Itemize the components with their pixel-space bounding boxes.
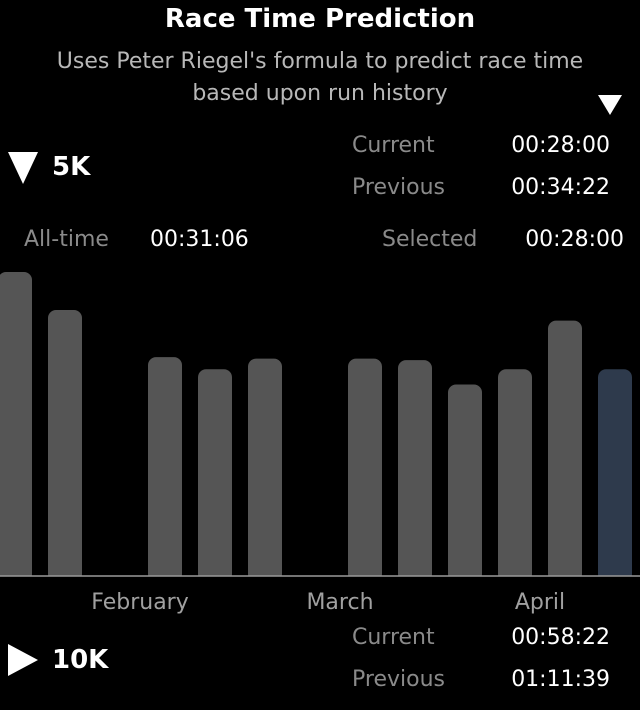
section-5k-toggle-icon[interactable] [8, 152, 38, 184]
chart-bar[interactable] [348, 358, 382, 582]
page-subtitle: Uses Peter Riegel's formula to predict r… [56, 49, 584, 106]
5k-alltime-label: All-time [24, 227, 109, 252]
chart-bar-selected[interactable] [598, 369, 632, 582]
chart-bar[interactable] [198, 369, 232, 582]
chart-bar[interactable] [148, 357, 182, 582]
chart-bar[interactable] [398, 360, 432, 582]
10k-current-value: 00:58:22 [511, 625, 610, 650]
5k-selected-label: Selected [382, 227, 478, 252]
chart-bar[interactable] [48, 310, 82, 582]
chart-bar[interactable] [0, 272, 32, 582]
10k-previous-label: Previous [352, 667, 445, 692]
collapse-all-icon[interactable] [598, 95, 622, 115]
5k-current-value: 00:28:00 [511, 133, 610, 158]
page-title: Race Time Prediction [164, 4, 476, 34]
section-10k-toggle-icon[interactable] [8, 644, 38, 676]
5k-selected-value: 00:28:00 [525, 227, 624, 252]
section-10k-title[interactable]: 10K [52, 645, 109, 675]
chart-baseline-mask [0, 576, 640, 582]
chart-bar[interactable] [448, 384, 482, 582]
section-5k-title[interactable]: 5K [52, 152, 91, 182]
chart-bar[interactable] [548, 320, 582, 582]
month-label-february: February [91, 590, 189, 615]
chart-bar[interactable] [248, 358, 282, 582]
month-label-march: March [306, 590, 374, 615]
10k-previous-value: 01:11:39 [511, 667, 610, 692]
month-label-april: April [514, 590, 566, 615]
race-time-bar-chart[interactable] [0, 262, 640, 582]
5k-previous-label: Previous [352, 175, 445, 200]
10k-current-label: Current [352, 625, 435, 650]
chart-bar[interactable] [498, 369, 532, 582]
5k-previous-value: 00:34:22 [511, 175, 610, 200]
5k-current-label: Current [352, 133, 435, 158]
5k-alltime-value: 00:31:06 [150, 227, 249, 252]
